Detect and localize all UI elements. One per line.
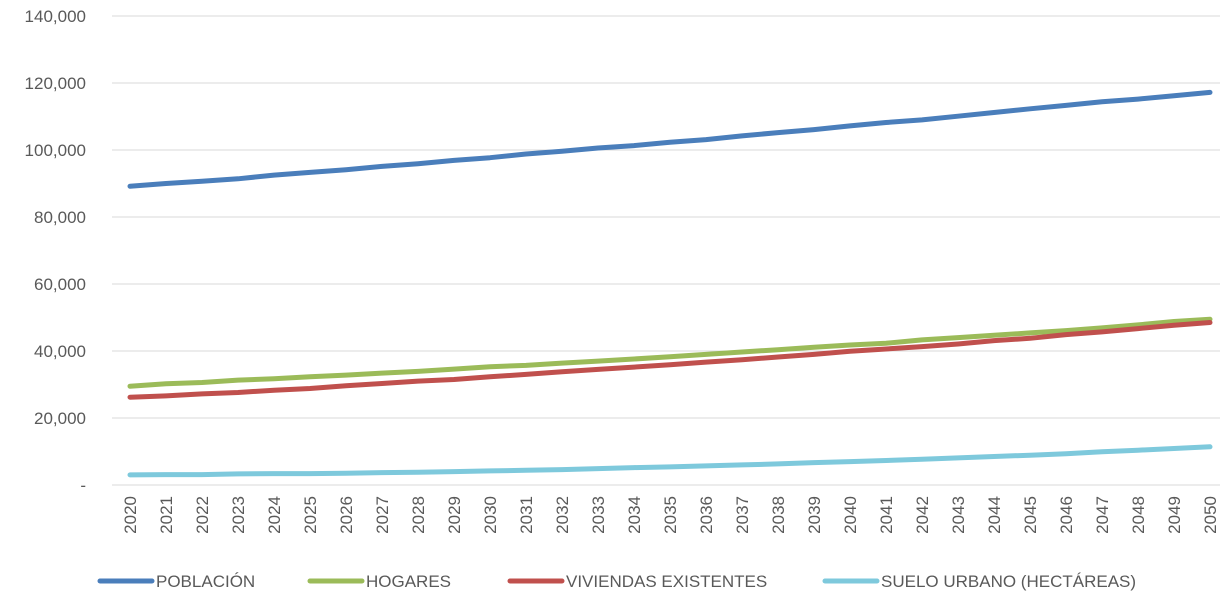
y-tick-label: 80,000 [34, 208, 86, 227]
x-tick-label: 2039 [805, 496, 824, 534]
x-tick-label: 2032 [553, 496, 572, 534]
x-tick-label: 2023 [229, 496, 248, 534]
legend-label: SUELO URBANO (HECTÁREAS) [881, 572, 1136, 591]
x-tick-label: 2031 [517, 496, 536, 534]
series-line [127, 316, 1213, 389]
x-tick-label: 2044 [985, 496, 1004, 534]
x-tick-label: 2041 [877, 496, 896, 534]
x-tick-label: 2035 [661, 496, 680, 534]
x-tick-label: 2049 [1165, 496, 1184, 534]
x-tick-label: 2050 [1201, 496, 1220, 534]
legend-item: SUELO URBANO (HECTÁREAS) [822, 572, 1136, 591]
x-tick-label: 2045 [1021, 496, 1040, 534]
legend: POBLACIÓN HOGARES VIVIENDAS EXISTENTES SUEL… [97, 572, 1136, 591]
y-tick-label: 60,000 [34, 275, 86, 294]
y-tick-label: 20,000 [34, 409, 86, 428]
legend-item: POBLACIÓN [97, 572, 255, 591]
x-tick-label: 2040 [841, 496, 860, 534]
x-tick-label: 2036 [697, 496, 716, 534]
x-tick-label: 2033 [589, 496, 608, 534]
y-tick-label: - [80, 476, 86, 495]
x-tick-label: 2030 [481, 496, 500, 534]
x-tick-label: 2048 [1129, 496, 1148, 534]
gridlines [112, 15, 1220, 486]
legend-item: VIVIENDAS EXISTENTES [507, 572, 767, 591]
x-tick-label: 2038 [769, 496, 788, 534]
x-tick-label: 2020 [121, 496, 140, 534]
legend-label: POBLACIÓN [156, 572, 255, 591]
x-tick-label: 2047 [1093, 496, 1112, 534]
x-tick-label: 2027 [373, 496, 392, 534]
legend-label: HOGARES [366, 572, 451, 591]
x-tick-label: 2042 [913, 496, 932, 534]
x-tick-label: 2046 [1057, 496, 1076, 534]
series-line [127, 444, 1213, 478]
x-tick-label: 2024 [265, 496, 284, 534]
legend-item: HOGARES [307, 572, 451, 591]
y-tick-label: 40,000 [34, 342, 86, 361]
x-tick-label: 2028 [409, 496, 428, 534]
x-tick-label: 2025 [301, 496, 320, 534]
y-axis-tick-labels: - 20,000 40,000 60,000 80,000 100,000 120,000 1… [25, 7, 86, 495]
x-tick-label: 2021 [157, 496, 176, 534]
legend-label: VIVIENDAS EXISTENTES [566, 572, 767, 591]
x-tick-label: 2029 [445, 496, 464, 534]
y-tick-label: 120,000 [25, 74, 86, 93]
x-tick-label: 2026 [337, 496, 356, 534]
series-lines [127, 89, 1213, 478]
x-tick-label: 2043 [949, 496, 968, 534]
y-tick-label: 140,000 [25, 7, 86, 26]
series-line [127, 320, 1213, 400]
series-line [127, 89, 1213, 189]
x-tick-label: 2037 [733, 496, 752, 534]
x-tick-label: 2034 [625, 496, 644, 534]
y-tick-label: 100,000 [25, 141, 86, 160]
x-tick-label: 2022 [193, 496, 212, 534]
x-axis-tick-labels: 2020 2021 2022 2023 2024 2025 2026 2027 2028 2029… [121, 496, 1220, 534]
